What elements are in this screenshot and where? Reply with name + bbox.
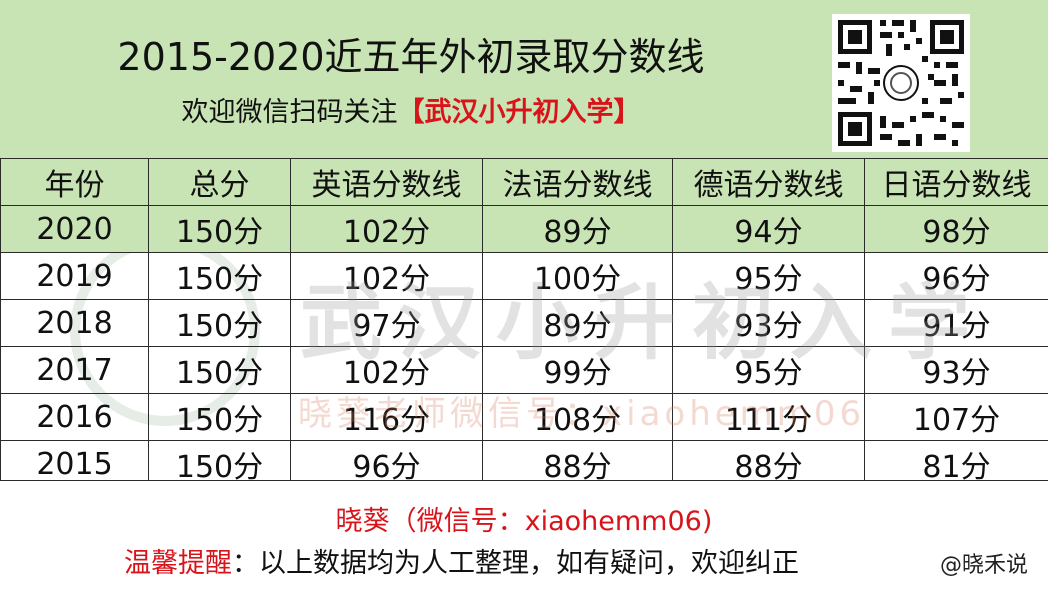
cell-year: 2017 xyxy=(1,347,149,394)
cell-french: 99分 xyxy=(483,347,673,394)
cell-german: 111分 xyxy=(673,394,865,441)
cell-english: 102分 xyxy=(291,253,483,300)
reminder-text: ：以上数据均为人工整理，如有疑问，欢迎纠正 xyxy=(232,548,799,579)
author-credit: @晓禾说 xyxy=(940,547,1028,579)
cell-english: 116分 xyxy=(291,394,483,441)
subtitle-brand: 【武汉小升初入学】 xyxy=(398,97,641,128)
cell-french: 89分 xyxy=(483,206,673,253)
table-row: 2017 150分 102分 99分 95分 93分 xyxy=(1,347,1048,394)
table-row: 2018 150分 97分 89分 93分 91分 xyxy=(1,300,1048,347)
table-header-row: 年份 总分 英语分数线 法语分数线 德语分数线 日语分数线 xyxy=(1,159,1048,206)
table-row: 2016 150分 116分 108分 111分 107分 xyxy=(1,394,1048,441)
col-header-year: 年份 xyxy=(1,159,149,206)
cell-japanese: 91分 xyxy=(865,300,1048,347)
cell-year: 2018 xyxy=(1,300,149,347)
cell-french: 108分 xyxy=(483,394,673,441)
cell-year: 2020 xyxy=(1,206,149,253)
subtitle-prefix: 欢迎微信扫码关注 xyxy=(182,97,398,128)
cell-english: 102分 xyxy=(291,206,483,253)
page-title: 2015-2020近五年外初录取分数线 xyxy=(0,26,822,81)
cell-year: 2016 xyxy=(1,394,149,441)
cell-total: 150分 xyxy=(149,347,291,394)
subtitle: 欢迎微信扫码关注【武汉小升初入学】 xyxy=(0,90,822,129)
score-table: 年份 总分 英语分数线 法语分数线 德语分数线 日语分数线 2020 150分 … xyxy=(0,158,1048,488)
contact-line: 晓葵（微信号：xiaohemm06) xyxy=(0,499,1048,538)
cell-japanese: 98分 xyxy=(865,206,1048,253)
cell-german: 94分 xyxy=(673,206,865,253)
reminder-line: 温馨提醒：以上数据均为人工整理，如有疑问，欢迎纠正 xyxy=(124,541,799,580)
qr-code-graphic xyxy=(834,16,968,150)
cell-german: 95分 xyxy=(673,253,865,300)
cell-japanese: 93分 xyxy=(865,347,1048,394)
col-header-german: 德语分数线 xyxy=(673,159,865,206)
col-header-japanese: 日语分数线 xyxy=(865,159,1048,206)
cell-french: 100分 xyxy=(483,253,673,300)
cell-english: 102分 xyxy=(291,347,483,394)
cell-english: 97分 xyxy=(291,300,483,347)
table-row: 2019 150分 102分 100分 95分 96分 xyxy=(1,253,1048,300)
footer: 晓葵（微信号：xiaohemm06) 温馨提醒：以上数据均为人工整理，如有疑问，… xyxy=(0,480,1048,589)
cell-german: 93分 xyxy=(673,300,865,347)
header: 2015-2020近五年外初录取分数线 欢迎微信扫码关注【武汉小升初入学】 xyxy=(0,0,1048,158)
cell-total: 150分 xyxy=(149,394,291,441)
col-header-french: 法语分数线 xyxy=(483,159,673,206)
cell-japanese: 96分 xyxy=(865,253,1048,300)
table-row: 2020 150分 102分 89分 94分 98分 xyxy=(1,206,1048,253)
cell-year: 2019 xyxy=(1,253,149,300)
cell-german: 95分 xyxy=(673,347,865,394)
cell-total: 150分 xyxy=(149,300,291,347)
cell-japanese: 107分 xyxy=(865,394,1048,441)
col-header-total: 总分 xyxy=(149,159,291,206)
cell-french: 89分 xyxy=(483,300,673,347)
col-header-english: 英语分数线 xyxy=(291,159,483,206)
qr-code-icon xyxy=(832,14,970,152)
reminder-lead: 温馨提醒 xyxy=(124,548,232,579)
cell-total: 150分 xyxy=(149,206,291,253)
cell-total: 150分 xyxy=(149,253,291,300)
